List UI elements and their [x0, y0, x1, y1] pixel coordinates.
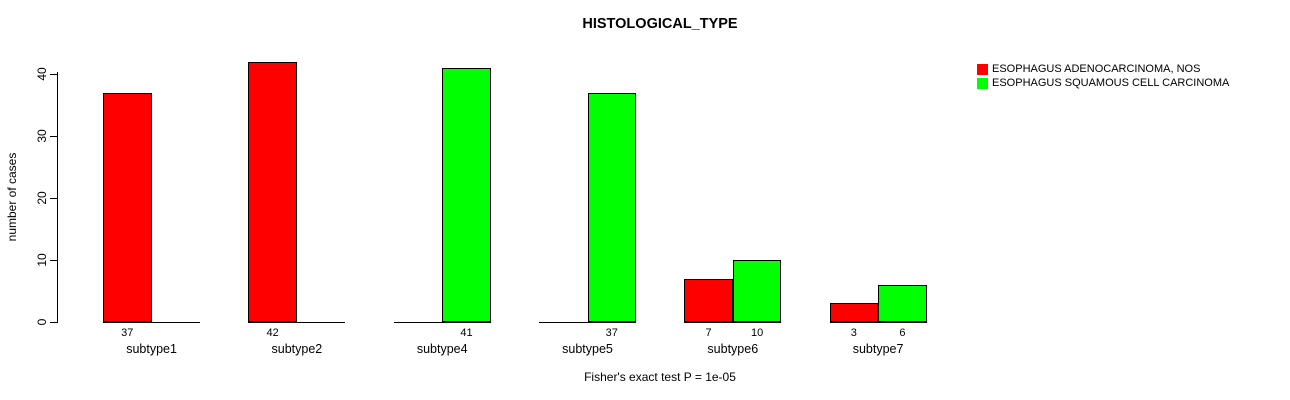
category-label-subtype2: subtype2 — [271, 342, 323, 356]
legend-item-adenocarcinoma: ESOPHAGUS ADENOCARCINOMA, NOS — [977, 62, 1229, 76]
y-axis-line — [57, 72, 58, 323]
chart-title: HISTOLOGICAL_TYPE — [582, 16, 738, 32]
category-label-subtype4: subtype4 — [416, 342, 468, 356]
category-label-subtype6: subtype6 — [707, 342, 759, 356]
legend-label-adenocarcinoma: ESOPHAGUS ADENOCARCINOMA, NOS — [992, 63, 1201, 75]
category-label-subtype5: subtype5 — [562, 342, 613, 356]
bar-subtype1-adenocarcinoma — [103, 92, 152, 322]
bar-subtype2-adenocarcinoma — [248, 61, 297, 322]
bar-subtype4-squamous — [442, 67, 491, 322]
x-axis-baseline-subtype2 — [248, 322, 346, 323]
category-label-subtype1: subtype1 — [126, 342, 177, 356]
legend: ESOPHAGUS ADENOCARCINOMA, NOS ESOPHAGUS … — [977, 62, 1229, 90]
y-axis-tick-label: 0 — [35, 318, 49, 326]
y-axis-tick — [50, 74, 57, 75]
x-axis-baseline-subtype5 — [538, 322, 637, 323]
y-axis-tick-label: 30 — [35, 129, 49, 143]
bar-value-subtype2-adenocarcinoma: 42 — [266, 327, 279, 339]
bar-value-subtype6-adenocarcinoma: 7 — [705, 327, 712, 339]
bar-value-subtype4-squamous: 41 — [460, 327, 473, 339]
x-axis-baseline-subtype7 — [829, 322, 927, 323]
y-axis-tick — [50, 136, 57, 137]
y-axis-tick-label: 10 — [35, 253, 49, 267]
bar-value-subtype1-adenocarcinoma: 37 — [121, 327, 134, 339]
x-axis-baseline-subtype4 — [393, 322, 491, 323]
y-axis-tick — [50, 260, 57, 261]
bar-value-subtype7-adenocarcinoma: 3 — [850, 327, 857, 339]
bar-subtype7-adenocarcinoma — [829, 303, 879, 322]
bar-subtype6-adenocarcinoma — [684, 278, 733, 322]
legend-swatch-red-icon — [977, 63, 988, 75]
bar-subtype6-squamous — [732, 260, 782, 322]
x-axis-baseline-subtype6 — [684, 322, 782, 323]
bar-value-subtype6-squamous: 10 — [750, 327, 764, 339]
y-axis-title: number of cases — [5, 152, 19, 242]
y-axis-tick-label: 40 — [35, 67, 49, 81]
legend-swatch-green-icon — [977, 77, 988, 89]
y-axis-tick — [50, 198, 57, 199]
y-axis-tick — [50, 322, 57, 323]
legend-item-squamous: ESOPHAGUS SQUAMOUS CELL CARCINOMA — [977, 76, 1229, 90]
bar-value-subtype5-squamous: 37 — [605, 327, 618, 339]
bar-subtype7-squamous — [878, 284, 927, 322]
y-axis-tick-label: 20 — [35, 191, 49, 205]
legend-label-squamous: ESOPHAGUS SQUAMOUS CELL CARCINOMA — [992, 77, 1230, 89]
x-axis-baseline-subtype1 — [103, 322, 201, 323]
bar-subtype5-squamous — [587, 92, 637, 322]
fishers-test-annotation: Fisher's exact test P = 1e-05 — [584, 370, 736, 384]
category-label-subtype7: subtype7 — [852, 342, 904, 356]
bar-value-subtype7-squamous: 6 — [899, 327, 906, 339]
